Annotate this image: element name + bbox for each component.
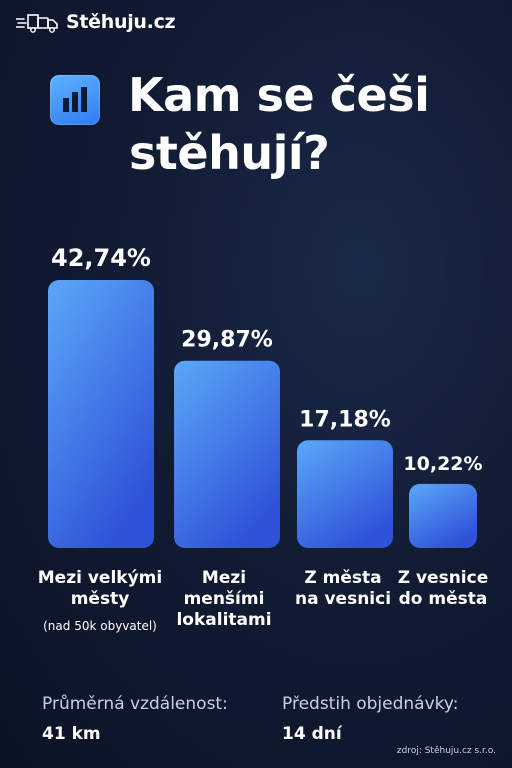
stat-order-lead-time: Předstih objednávky: 14 dní xyxy=(282,694,458,744)
value-label-0: 42,74% xyxy=(51,244,151,272)
bar-2 xyxy=(297,440,393,548)
bar-0 xyxy=(48,280,154,548)
brand-name: Stěhuju.cz xyxy=(66,11,176,33)
category-label-3: Z vesnice do města xyxy=(397,568,489,609)
stat-label: Předstih objednávky: xyxy=(282,694,459,714)
bar-chart: 42,74% 29,87% 17,18% 10,22% xyxy=(48,244,483,548)
brand-logo[interactable]: Stěhuju.cz xyxy=(16,10,176,34)
category-label-1: Mezi menšími lokalitami xyxy=(176,568,272,630)
bar-1 xyxy=(174,360,280,548)
page-title: Kam se češi stěhují? xyxy=(128,66,498,182)
category-note-0: (nad 50k obyvatel) xyxy=(43,619,157,633)
value-label-2: 17,18% xyxy=(299,407,391,432)
stat-label: Průměrná vzdálenost: xyxy=(42,694,228,714)
category-label-2: Z města na vesnici xyxy=(294,568,392,609)
value-label-1: 29,87% xyxy=(181,328,273,353)
title-line-1: Kam se češi xyxy=(128,68,430,122)
stat-value: 14 dní xyxy=(282,724,342,744)
stat-value: 41 km xyxy=(42,724,101,744)
bar-3 xyxy=(409,483,477,548)
bar-chart-icon xyxy=(50,75,100,125)
title-line-2: stěhují? xyxy=(129,126,330,180)
source-note: zdroj: Stěhuju.cz s.r.o. xyxy=(396,746,496,756)
category-label-0: Mezi velkými městy (nad 50k obyvatel) xyxy=(30,568,170,634)
value-label-3: 10,22% xyxy=(403,453,482,475)
stat-average-distance: Průměrná vzdálenost: 41 km xyxy=(42,694,228,744)
moving-truck-icon xyxy=(16,14,58,33)
